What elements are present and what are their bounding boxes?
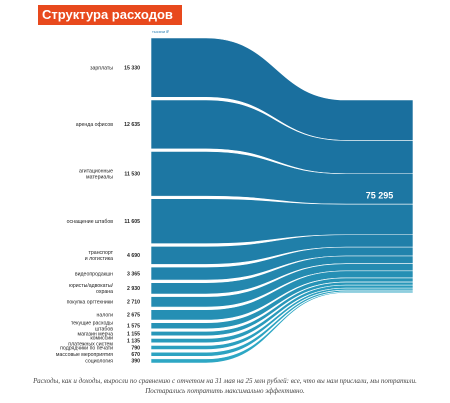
unit-label: тысячи ₽: [152, 29, 169, 34]
category-label: агитационные материалы: [79, 169, 113, 181]
category-label: массовые мероприятия: [56, 352, 113, 358]
chart-title: Структура расходов: [42, 7, 173, 22]
value-label: 2 930: [127, 286, 140, 292]
value-label: 3 365: [127, 271, 140, 277]
value-label: 790: [131, 345, 140, 351]
value-label: 2 710: [127, 300, 140, 306]
value-label: 11 530: [124, 172, 140, 178]
category-label: транспорт и логистика: [85, 250, 114, 262]
flow-14: [150, 291, 414, 364]
value-label: 15 330: [124, 65, 140, 71]
category-label: видеопродакшн: [75, 271, 113, 277]
title-background: [38, 5, 182, 25]
category-label: магазин мерча: [78, 331, 114, 337]
category-label: комиссии платежных систем: [68, 335, 113, 347]
category-label: подрядчики по печати: [60, 345, 113, 351]
category-label: юристы/адвокаты/охрана: [69, 283, 114, 295]
category-label: зарплаты: [90, 65, 113, 71]
value-label: 4 690: [127, 253, 140, 259]
value-label: 1 155: [127, 331, 140, 337]
flow-1: [150, 99, 414, 175]
category-label: оснащение штабов: [67, 219, 114, 225]
total-label: 75 295: [366, 191, 394, 201]
label-group: зарплаты 15 330 аренда офисов 12 635 агитаци…: [56, 65, 393, 364]
category-label: покупка оргтехники: [67, 300, 114, 306]
category-label: социология: [85, 359, 113, 365]
value-label: 670: [131, 352, 140, 358]
category-label: аренда офисов: [76, 122, 113, 128]
value-label: 1 135: [127, 338, 140, 344]
value-label: 11 605: [124, 219, 140, 225]
value-label: 12 635: [124, 122, 140, 128]
category-label: налоги: [96, 313, 113, 319]
flow-group: [150, 37, 414, 364]
chart-caption: Расходы, как и доходы, выросли по сравне…: [33, 377, 417, 395]
value-label: 2 675: [127, 313, 140, 319]
value-label: 390: [131, 359, 140, 365]
value-label: 1 575: [127, 324, 140, 330]
category-label: текущие расходы штабов: [71, 321, 113, 333]
flow-0: [150, 37, 414, 141]
